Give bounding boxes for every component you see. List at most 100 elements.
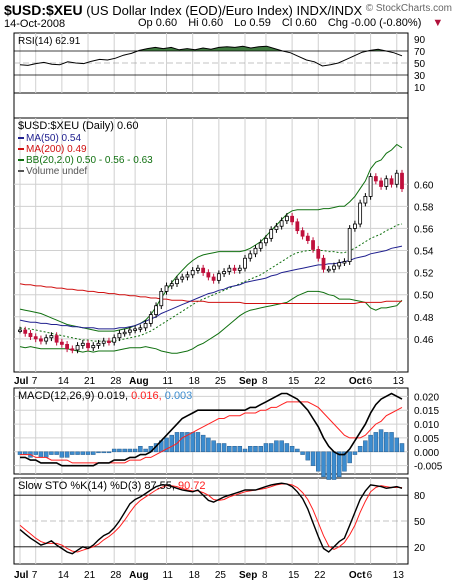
- candle-body: [18, 329, 22, 332]
- high-value: Hi 0.60: [188, 17, 224, 29]
- x-tick-label: 25: [215, 570, 227, 581]
- x-tick-label: 14: [58, 376, 70, 387]
- description: (US Dollar Index (EOD)/Euro Index): [86, 3, 293, 18]
- sto-tick-label: 50: [414, 517, 426, 528]
- candle-body: [86, 342, 90, 349]
- macd-label: MACD(12,26,9) 0.019, 0.016, 0.003: [18, 390, 192, 402]
- rsi-gap-frame: [13, 92, 409, 119]
- x-tick-label: 28: [110, 570, 122, 581]
- candle-body: [117, 332, 122, 339]
- macd-tick-label: 0.020: [414, 392, 439, 403]
- x-tick-label: Jul: [14, 376, 29, 387]
- macd-hist-bar: [305, 451, 311, 461]
- macd-hist-bar: [368, 434, 373, 453]
- candle-body: [358, 202, 363, 225]
- candle-body: [222, 271, 226, 275]
- candle-body: [347, 228, 352, 262]
- macd-hist-bar: [179, 432, 185, 453]
- macd-hist-bar: [101, 451, 106, 454]
- candle-body: [269, 229, 274, 239]
- macd-hist-value: 0.003: [165, 390, 193, 402]
- candle-body: [227, 267, 232, 272]
- macd-hist-bar: [127, 448, 133, 453]
- candle-body: [379, 180, 383, 187]
- price-frame: [13, 117, 409, 373]
- candle-body: [201, 267, 206, 274]
- price-tick-label: 0.60: [414, 180, 434, 191]
- x-tick-label: 18: [189, 570, 201, 581]
- price-tick-label: 0.48: [414, 313, 434, 324]
- macd-hist-bar: [394, 437, 400, 453]
- macd-hist-bar: [232, 446, 237, 453]
- candle-body: [190, 269, 195, 276]
- candle-body: [248, 253, 253, 259]
- candle-body: [253, 247, 258, 255]
- candle-body: [311, 240, 315, 250]
- candle-body: [175, 278, 179, 285]
- macd-hist-bar: [284, 443, 290, 453]
- candle-body: [138, 327, 143, 330]
- macd-hist-bar: [33, 451, 38, 455]
- price-label: $USD:$XEU (Daily) 0.60: [18, 120, 138, 132]
- candle-body: [44, 337, 49, 342]
- macd-hist-bar: [206, 437, 211, 453]
- watermark: © StockCharts.com: [365, 3, 452, 14]
- rsi-tick-label: 30: [414, 71, 426, 82]
- candle-body: [243, 257, 247, 269]
- candle-body: [316, 249, 321, 259]
- macd-hist-bar: [164, 437, 169, 453]
- rsi-overbought-fill: [20, 46, 402, 51]
- ma50-legend: MA(50) 0.54: [26, 133, 81, 144]
- x-tick-label: 22: [314, 570, 326, 581]
- x-tick-label: 8: [262, 570, 268, 581]
- candle-body: [232, 267, 237, 271]
- macd-hist-bar: [106, 451, 112, 454]
- macd-hist-bar: [357, 446, 363, 453]
- x-tick-label: 28: [110, 376, 122, 387]
- candle-body: [216, 273, 221, 281]
- candle-body: [389, 178, 394, 185]
- x-tick-label: 13: [393, 570, 405, 581]
- macd-tick-label: 0.000: [414, 448, 439, 459]
- candle-body: [394, 172, 399, 185]
- price-tick-label: 0.54: [414, 247, 434, 258]
- macd-hist-bar: [310, 451, 316, 466]
- macd-hist-bar: [253, 446, 258, 453]
- rsi-tick-label: 50: [414, 59, 426, 70]
- macd-hist-bar: [200, 434, 206, 453]
- macd-hist-bar: [321, 451, 326, 478]
- x-tick-label: 18: [189, 376, 201, 387]
- macd-tick-label: 0.015: [414, 406, 439, 417]
- macd-hist-bar: [143, 448, 148, 453]
- x-tick-label: 13: [393, 376, 405, 387]
- volume-legend: Volume undef: [26, 166, 87, 177]
- candle-body: [305, 235, 310, 241]
- candle-body: [264, 237, 268, 244]
- candle-body: [274, 225, 279, 230]
- macd-hist-bar: [336, 451, 342, 478]
- candle-body: [185, 274, 190, 278]
- macd-hist-bar: [211, 440, 216, 453]
- sto-d-value: 90.72: [178, 480, 206, 492]
- macd-line: [20, 392, 403, 467]
- candle-body: [180, 276, 185, 280]
- x-tick-label: Sep: [239, 570, 257, 581]
- candle-body: [400, 172, 404, 190]
- macd-hist-bar: [190, 432, 195, 453]
- candle-body: [169, 283, 174, 287]
- macd-hist-bar: [279, 440, 284, 453]
- x-tick-label: 22: [314, 376, 326, 387]
- macd-hist-bar: [227, 446, 232, 453]
- macd-hist-bar: [316, 451, 321, 472]
- macd-hist-bar: [96, 451, 101, 454]
- price-tick-label: 0.50: [414, 291, 434, 302]
- candle-body: [258, 242, 263, 249]
- candle-body: [70, 348, 75, 351]
- candle-body: [143, 323, 148, 329]
- candle-body: [342, 261, 347, 264]
- price-tick-label: 0.52: [414, 269, 434, 280]
- macd-signal-value: 0.016,: [131, 390, 165, 402]
- x-tick-label: Oct: [349, 376, 366, 387]
- macd-hist-bar: [216, 443, 222, 453]
